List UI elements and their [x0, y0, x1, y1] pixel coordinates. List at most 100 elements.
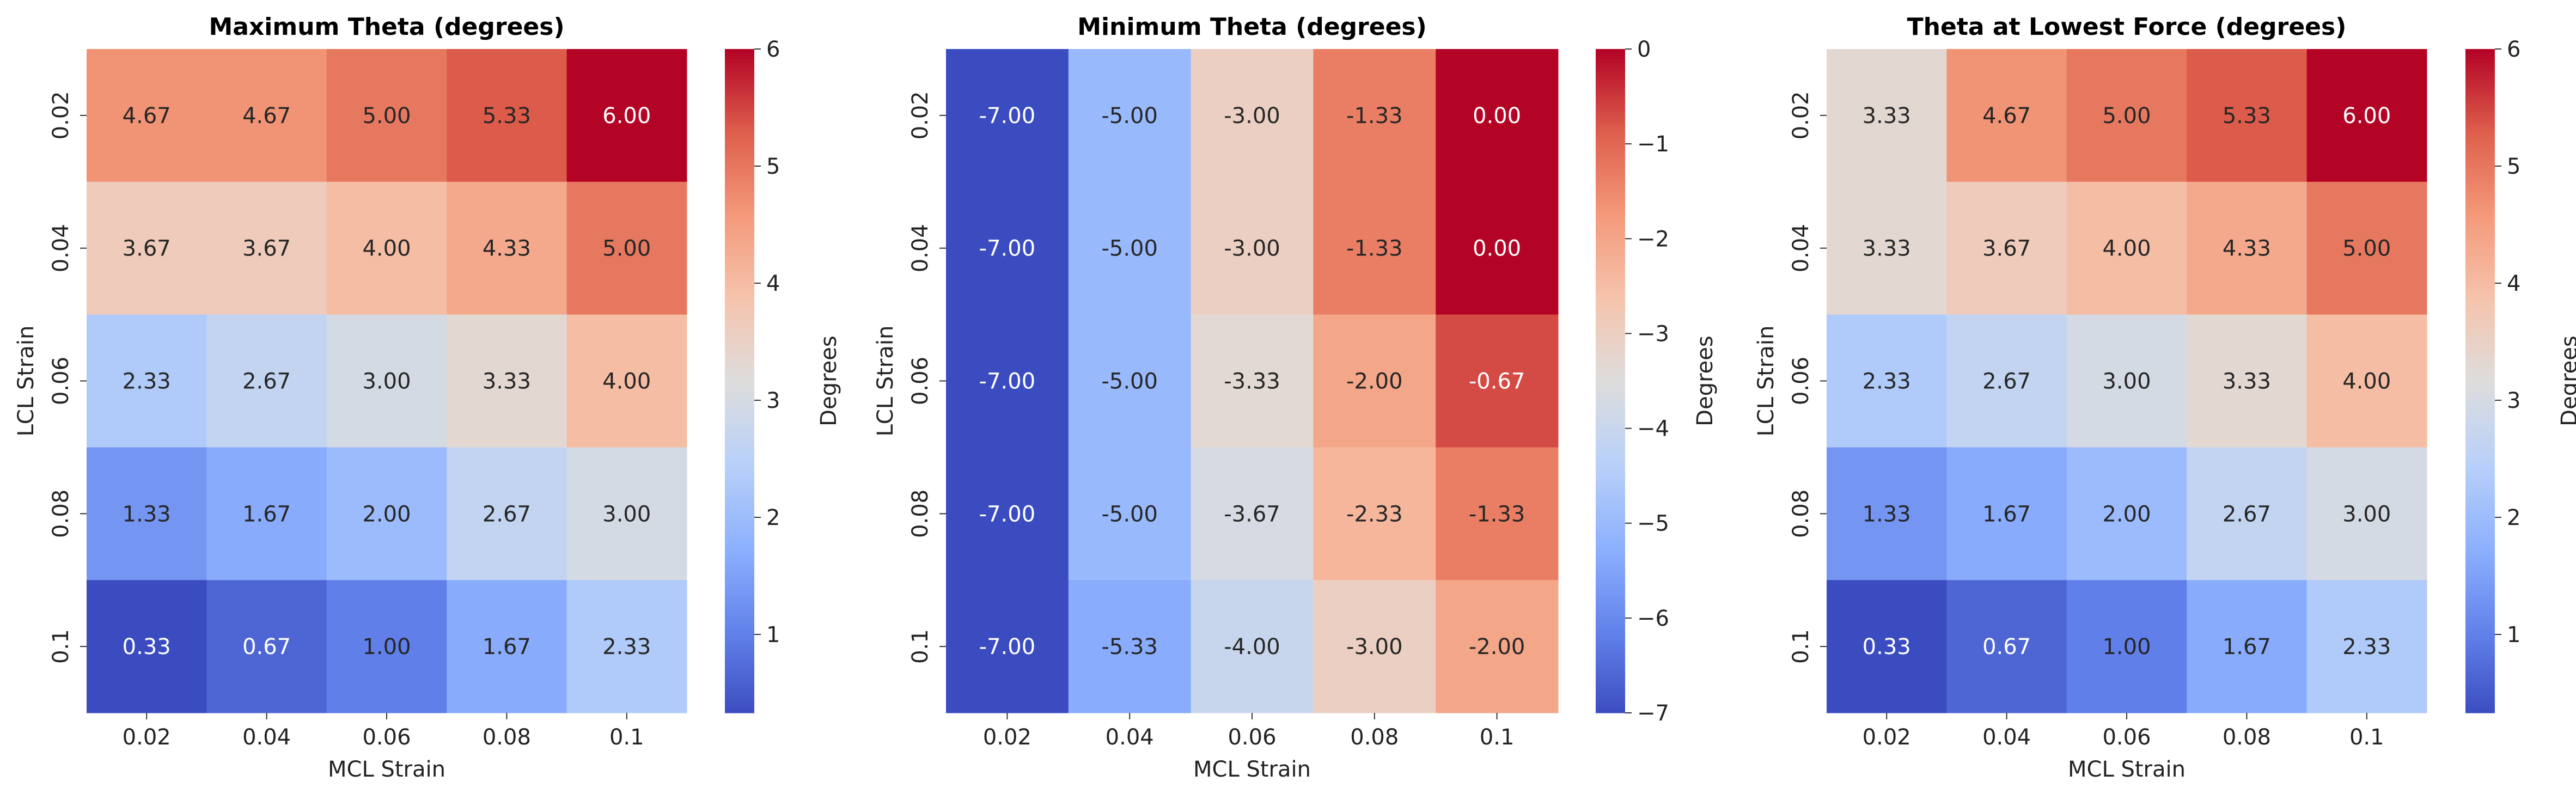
colorbar-segment — [2465, 221, 2495, 225]
colorbar-segment — [725, 430, 754, 435]
colorbar-segment — [725, 484, 754, 488]
heatmap-cell — [566, 580, 687, 713]
y-axis-label: LCL Strain — [873, 326, 898, 437]
heatmap-panel-2: -7.00 -5.00 -3.00 -1.33 0.00 -7.00 -5.00 -3.00 -… — [873, 13, 1718, 782]
colorbar-segment — [1596, 610, 1625, 614]
colorbar-segment — [2465, 490, 2495, 494]
colorbar-segment — [2465, 148, 2495, 152]
colorbar-segment — [1596, 547, 1625, 551]
colorbar-segment — [2465, 62, 2495, 66]
y-tick-label: 0.06 — [908, 357, 933, 405]
cell-value-label: 0.00 — [1473, 236, 1521, 261]
colorbar-segment — [1596, 92, 1625, 96]
colorbar-segment — [2465, 560, 2495, 564]
heatmap-cell — [1436, 181, 1559, 315]
heatmap-cell — [566, 447, 687, 581]
colorbar-segment — [2465, 142, 2495, 146]
heatmap-cell — [206, 181, 327, 315]
colorbar-segment — [1596, 577, 1625, 581]
colorbar-segment — [725, 666, 754, 670]
colorbar-segment — [2465, 135, 2495, 139]
colorbar-segment — [2465, 59, 2495, 63]
heatmap-cell — [206, 447, 327, 581]
colorbar-segment — [725, 181, 754, 186]
colorbar-segment — [725, 278, 754, 282]
colorbar-segment — [2465, 543, 2495, 547]
heatmap-cell — [2066, 49, 2187, 182]
colorbar-segment — [2465, 527, 2495, 531]
colorbar-segment — [1596, 514, 1625, 517]
colorbar-segment — [725, 334, 754, 338]
cell-value-label: 5.00 — [2342, 236, 2391, 261]
colorbar-segment — [725, 129, 754, 132]
heatmap-cell — [566, 181, 687, 315]
heatmap-cell — [326, 49, 447, 182]
colorbar-segment — [725, 351, 754, 355]
cell-value-label: 0.00 — [1473, 103, 1521, 129]
colorbar-segment — [2465, 162, 2495, 166]
heatmap-cell — [1827, 181, 1947, 315]
colorbar-segment — [2465, 623, 2495, 627]
colorbar-segment — [2465, 563, 2495, 567]
cell-value-label: -2.33 — [1346, 502, 1403, 527]
colorbar-segment — [1596, 659, 1625, 664]
y-tick-label: 0.1 — [908, 629, 933, 664]
colorbar-segment — [1596, 271, 1625, 276]
colorbar-segment — [2465, 254, 2495, 259]
colorbar-segment — [2465, 151, 2495, 156]
colorbar-segment — [1596, 427, 1625, 431]
x-axis-label: MCL Strain — [328, 757, 445, 782]
colorbar-segment — [1596, 258, 1625, 262]
colorbar-segment — [2465, 447, 2495, 451]
colorbar-segment — [725, 69, 754, 73]
heatmap-cell — [87, 447, 207, 581]
cell-value-label: -2.00 — [1346, 369, 1403, 394]
x-tick-label: 0.02 — [1863, 725, 1911, 750]
colorbar-segment — [725, 447, 754, 451]
colorbar-segment — [725, 155, 754, 159]
colorbar-segment — [725, 311, 754, 315]
colorbar-segment — [725, 680, 754, 683]
heatmap-cell — [1191, 181, 1314, 315]
colorbar-segment — [2465, 557, 2495, 561]
colorbar-segment — [1596, 639, 1625, 644]
colorbar-segment — [2465, 69, 2495, 73]
colorbar-segment — [1596, 504, 1625, 508]
colorbar-segment — [725, 175, 754, 179]
colorbar-segment — [1596, 165, 1625, 169]
colorbar-segment — [2465, 78, 2495, 83]
colorbar-segment — [725, 613, 754, 617]
colorbar-segment — [725, 281, 754, 285]
colorbar-segment — [1596, 507, 1625, 511]
colorbar-segment — [725, 553, 754, 558]
colorbar-segment — [1596, 381, 1625, 385]
colorbar-segment — [2465, 331, 2495, 335]
colorbar-segment — [1596, 593, 1625, 597]
colorbar-segment — [1596, 261, 1625, 265]
colorbar-segment — [2465, 102, 2495, 106]
colorbar-segment — [2465, 188, 2495, 192]
x-axis-label: MCL Strain — [1193, 757, 1311, 782]
x-tick-label: 0.1 — [1480, 725, 1515, 750]
colorbar-segment — [725, 394, 754, 398]
heatmap-cell — [1827, 49, 1947, 182]
cell-value-label: -2.00 — [1469, 634, 1525, 659]
colorbar-segment — [725, 115, 754, 119]
cell-value-label: 4.00 — [602, 369, 651, 394]
colorbar-segment — [2465, 89, 2495, 93]
colorbar-segment — [1596, 228, 1625, 232]
colorbar-segment — [2465, 693, 2495, 697]
colorbar-segment — [725, 683, 754, 687]
y-tick-label: 0.06 — [1788, 357, 1814, 405]
colorbar-segment — [725, 168, 754, 173]
colorbar-segment — [2465, 201, 2495, 206]
colorbar-segment — [1596, 241, 1625, 246]
colorbar-segment — [1596, 434, 1625, 438]
colorbar-segment — [725, 540, 754, 544]
colorbar-segment — [725, 178, 754, 182]
colorbar-segment — [2465, 411, 2495, 415]
colorbar-segment — [725, 188, 754, 192]
cell-value-label: -5.00 — [1101, 502, 1158, 527]
y-tick-label: 0.1 — [48, 629, 74, 664]
colorbar-segment — [2465, 577, 2495, 581]
